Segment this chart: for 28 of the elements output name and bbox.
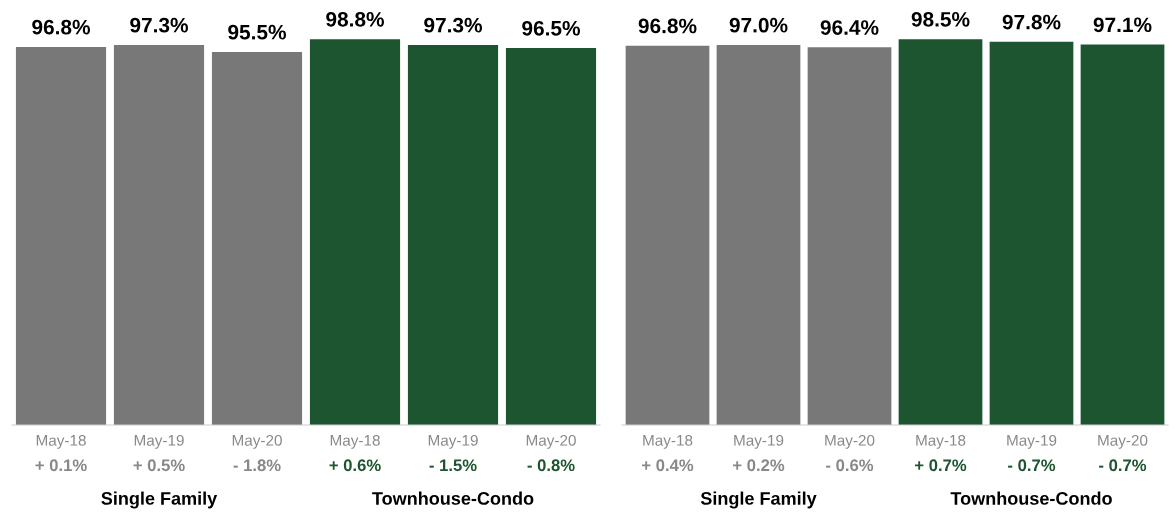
data-label: 96.5% <box>522 20 580 36</box>
data-label: 97.0% <box>729 17 788 33</box>
data-label: 97.3% <box>130 17 188 33</box>
x-tick-label: May-20 - 1.8% <box>232 434 282 472</box>
data-label: 98.5% <box>911 11 970 27</box>
data-label: 95.5% <box>228 24 286 40</box>
x-tick-label: May-18 + 0.7% <box>915 434 967 472</box>
data-label: 96.8% <box>638 18 697 34</box>
data-label: 97.1% <box>1093 17 1152 33</box>
x-tick-label: May-19 + 0.2% <box>733 434 785 472</box>
data-label: 96.4% <box>820 20 879 35</box>
x-tick-label: May-20 - 0.6% <box>825 434 875 472</box>
x-tick-label: May-20 - 0.7% <box>1098 434 1148 472</box>
x-tick-label: May-19 + 0.5% <box>133 434 185 472</box>
data-label: 98.8% <box>326 11 384 27</box>
x-tick-label: May-19 - 1.5% <box>428 434 478 472</box>
x-tick-label: May-19 - 0.7% <box>1007 434 1057 472</box>
data-label: 96.8% <box>32 19 90 35</box>
data-label: 97.8% <box>1002 14 1061 30</box>
x-tick-label: May-18 + 0.4% <box>642 434 694 472</box>
text: Townhouse-Condo <box>372 491 534 505</box>
text: Townhouse-Condo <box>950 491 1112 505</box>
x-tick-label: May-20 - 0.8% <box>526 434 576 472</box>
text: Single Family <box>700 491 817 509</box>
data-label: 97.3% <box>424 17 482 33</box>
x-tick-label: May-18 + 0.1% <box>35 434 87 472</box>
x-tick-label: May-18 + 0.6% <box>329 434 381 472</box>
text: Single Family <box>101 491 218 509</box>
